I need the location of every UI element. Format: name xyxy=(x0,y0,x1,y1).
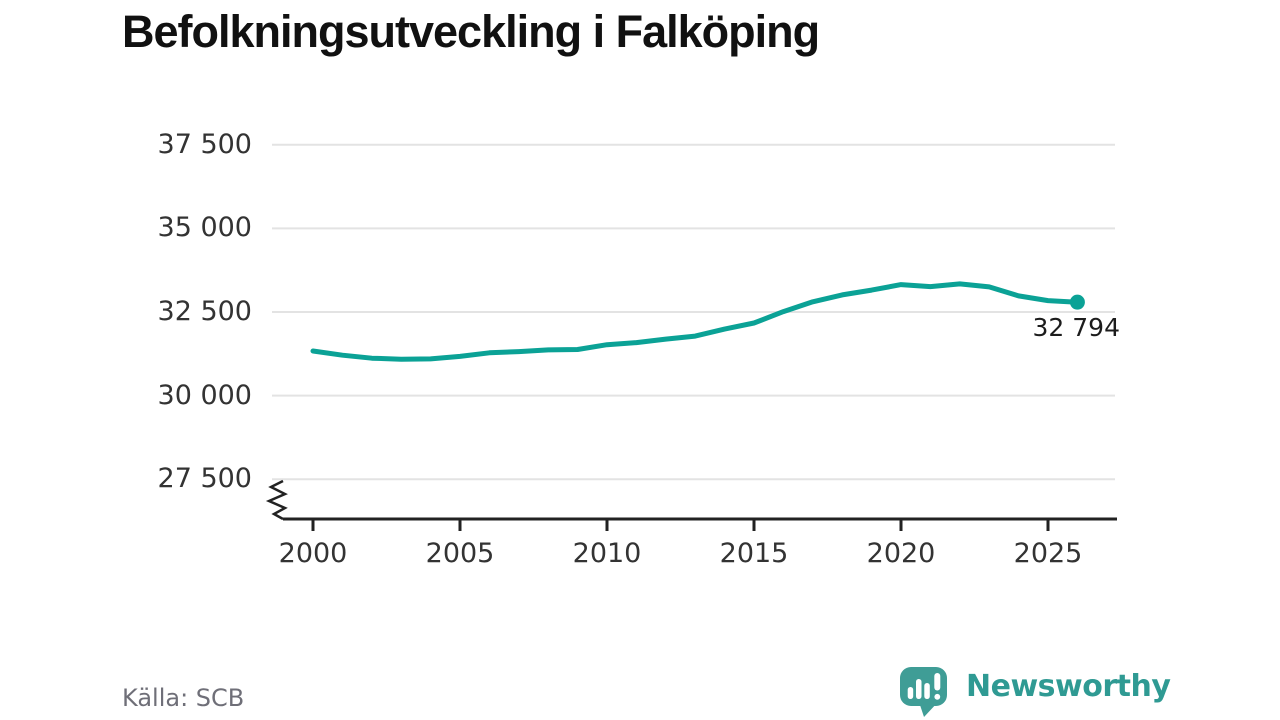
newsworthy-logo: Newsworthy xyxy=(898,664,1171,720)
y-tick-label: 35 000 xyxy=(157,212,252,244)
x-tick-label: 2025 xyxy=(1013,538,1083,569)
population-line xyxy=(310,281,1080,362)
x-tick-label: 2020 xyxy=(866,538,936,569)
page-title: Befolkningsutveckling i Falköping xyxy=(122,6,820,57)
end-value-label: 32 794 xyxy=(1032,313,1120,342)
end-point-marker xyxy=(1069,294,1085,310)
y-tick-label: 30 000 xyxy=(157,379,252,411)
y-tick-label: 37 500 xyxy=(157,128,252,160)
x-tick-label: 2010 xyxy=(572,538,642,569)
brand-text: Newsworthy xyxy=(966,669,1171,704)
x-tick-label: 2000 xyxy=(278,538,348,569)
source-text: Källa: SCB xyxy=(122,684,245,712)
axis-break-icon xyxy=(265,479,288,521)
x-tick-label: 2015 xyxy=(719,538,789,569)
y-tick-label: 27 500 xyxy=(157,463,252,495)
y-tick-label: 32 500 xyxy=(157,296,252,327)
x-tick-label: 2005 xyxy=(425,538,495,569)
speech-bubble-bar-chart-icon xyxy=(900,667,947,717)
line-chart xyxy=(265,143,1117,531)
